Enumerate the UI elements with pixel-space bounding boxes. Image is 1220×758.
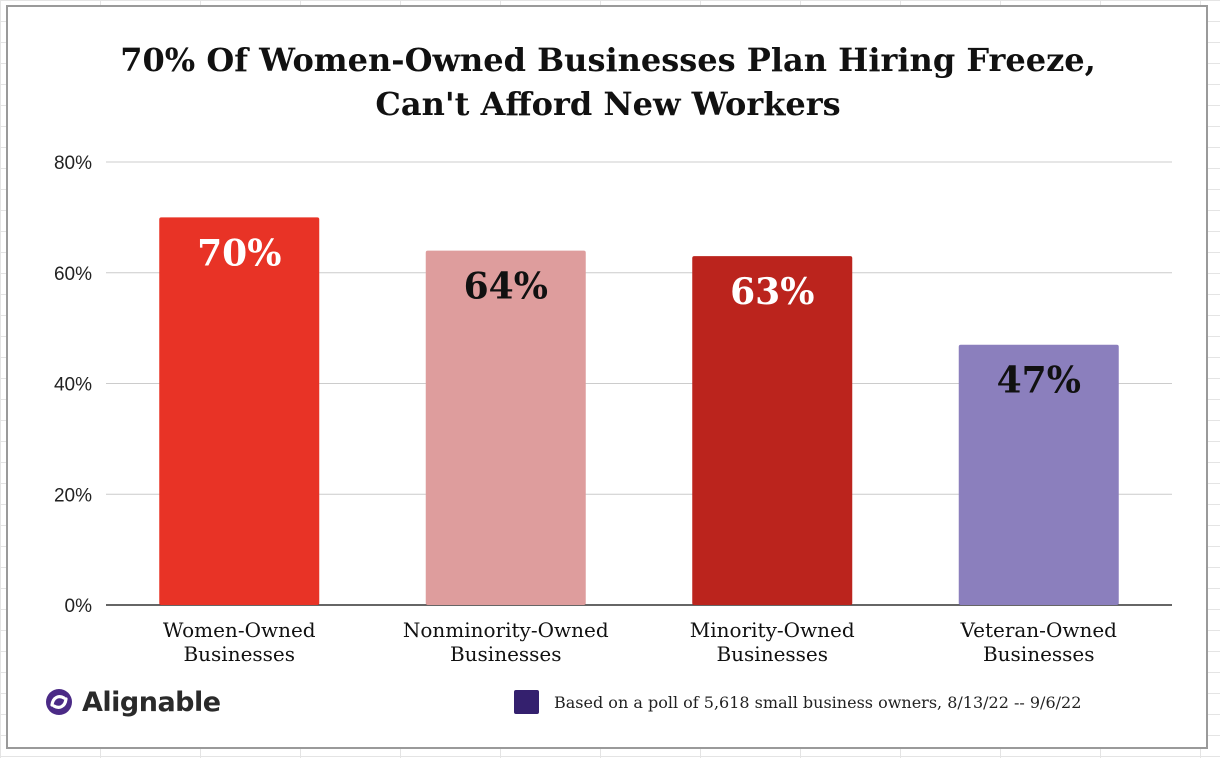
x-axis-labels: Women-OwnedBusinessesNonminority-OwnedBu… xyxy=(163,618,1117,666)
poll-note: Based on a poll of 5,618 small business … xyxy=(514,690,1081,714)
x-tick-label: Minority-Owned xyxy=(690,618,855,642)
x-tick-label: Businesses xyxy=(450,642,562,666)
bar xyxy=(958,344,1119,605)
x-tick-label: Veteran-Owned xyxy=(960,618,1118,642)
y-tick-label: 40% xyxy=(54,375,92,396)
chart-bars: 70% 64% 63% 47% xyxy=(159,217,1119,605)
chart-title-line-1: 70% Of Women-Owned Businesses Plan Hirin… xyxy=(120,41,1096,79)
logo-wordmark: Alignable xyxy=(82,686,221,718)
bar xyxy=(425,250,586,605)
bar-data-label: 64% xyxy=(464,266,548,308)
y-tick-label: 0% xyxy=(65,596,93,617)
alignable-logo: Alignable xyxy=(44,682,221,722)
alignable-logo-icon xyxy=(46,689,72,715)
y-tick-label: 80% xyxy=(54,153,92,174)
bar xyxy=(692,256,853,605)
bar-data-label: 47% xyxy=(997,360,1081,402)
bar-data-label: 63% xyxy=(730,271,814,313)
y-tick-label: 20% xyxy=(54,485,92,506)
chart-title-line-2: Can't Afford New Workers xyxy=(375,85,841,123)
x-tick-label: Businesses xyxy=(983,642,1095,666)
bar xyxy=(159,217,320,605)
note-text: Based on a poll of 5,618 small business … xyxy=(554,692,1082,712)
note-legend-swatch xyxy=(514,690,539,714)
x-tick-label: Women-Owned xyxy=(163,618,316,642)
y-tick-label: 60% xyxy=(54,264,92,285)
x-tick-label: Nonminority-Owned xyxy=(403,618,609,642)
y-axis-ticks: 0% 20% 40% 60% 80% xyxy=(54,153,92,617)
x-tick-label: Businesses xyxy=(183,642,295,666)
x-tick-label: Businesses xyxy=(716,642,828,666)
bar-data-label: 70% xyxy=(197,232,281,274)
chart-title: 70% Of Women-Owned Businesses Plan Hirin… xyxy=(0,38,1216,126)
